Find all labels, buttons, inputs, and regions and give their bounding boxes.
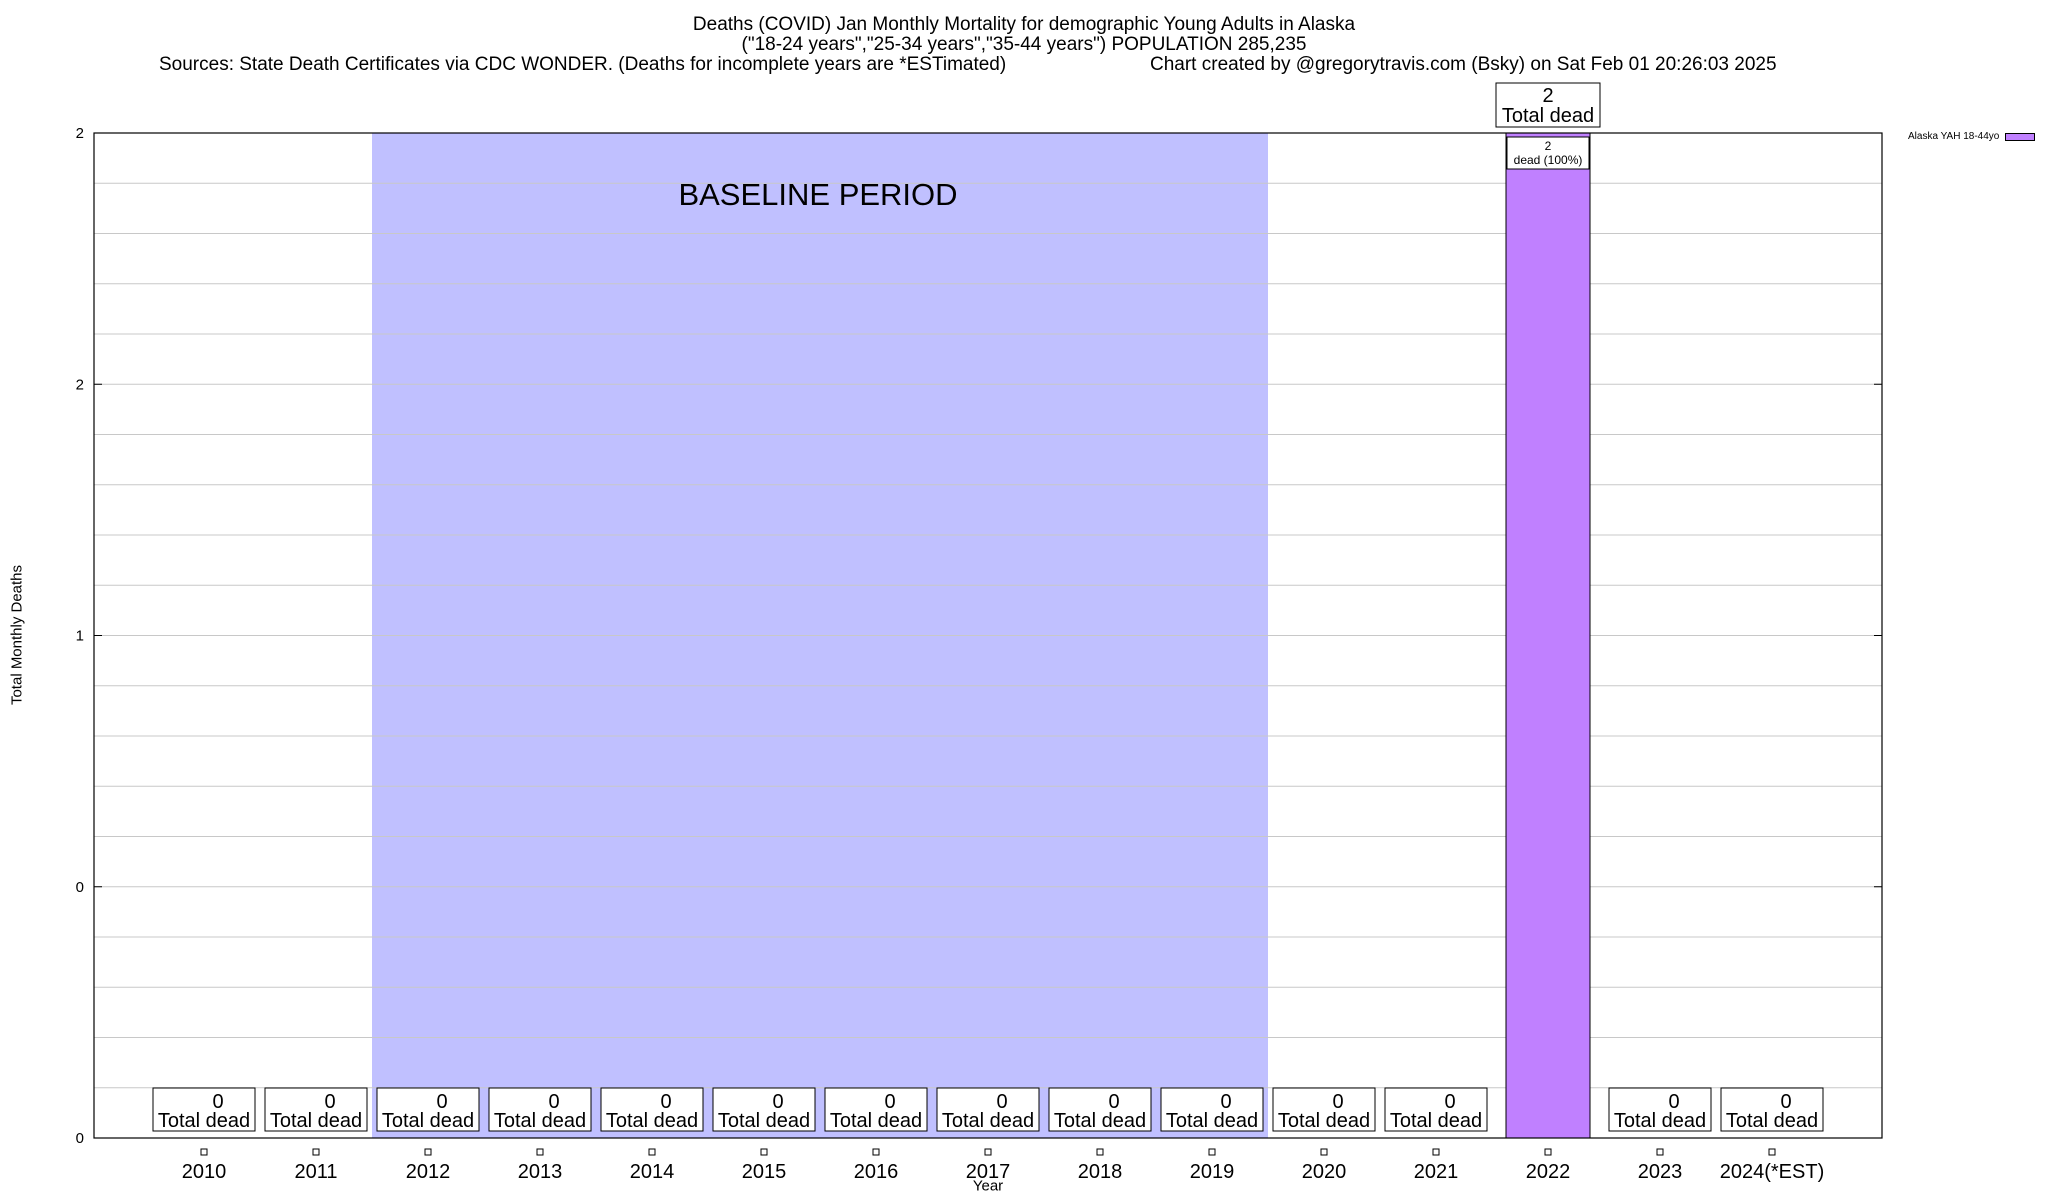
x-tick-label: 2021 <box>1414 1161 1459 1183</box>
total-label-text: Total dead <box>494 1110 586 1132</box>
y-tick-label: 0 <box>76 1130 84 1147</box>
total-label-text: Total dead <box>1502 105 1594 127</box>
x-tick-label: 2011 <box>294 1161 337 1183</box>
x-tick-label: 2022 <box>1526 1161 1571 1183</box>
y-tick-label: 2 <box>76 125 84 142</box>
total-label-value: 0 <box>884 1091 895 1113</box>
total-label-text: Total dead <box>1054 1110 1146 1132</box>
x-tick-label: 2023 <box>1638 1161 1683 1183</box>
x-tick-label: 2010 <box>182 1161 227 1183</box>
total-label-value: 0 <box>996 1091 1007 1113</box>
total-label-box <box>712 1087 816 1132</box>
x-tick-label: 2020 <box>1302 1161 1347 1183</box>
total-label-value: 0 <box>548 1091 559 1113</box>
x-tick-marker <box>1320 1148 1328 1156</box>
x-tick-marker <box>1768 1148 1776 1156</box>
legend-swatch <box>2005 132 2036 141</box>
x-tick-marker <box>872 1148 880 1156</box>
x-tick-label: 2018 <box>1078 1161 1123 1183</box>
total-label-box <box>824 1087 928 1132</box>
x-tick-marker <box>312 1148 320 1156</box>
total-label-value: 0 <box>772 1091 783 1113</box>
x-tick-marker <box>648 1148 656 1156</box>
total-label-box <box>1272 1087 1376 1132</box>
x-tick-label: 2024(*EST) <box>1720 1161 1825 1183</box>
x-tick-marker <box>984 1148 992 1156</box>
x-tick-marker <box>1096 1148 1104 1156</box>
x-tick-marker <box>760 1148 768 1156</box>
total-label-box <box>936 1087 1040 1132</box>
x-tick-label: 2019 <box>1190 1161 1235 1183</box>
total-label-value: 0 <box>1220 1091 1231 1113</box>
total-label-box <box>1384 1087 1488 1132</box>
total-label-box <box>1495 82 1601 128</box>
total-label-text: Total dead <box>382 1110 474 1132</box>
legend: Alaska YAH 18-44yo <box>1908 131 2036 142</box>
total-label-box <box>600 1087 704 1132</box>
x-tick-marker <box>424 1148 432 1156</box>
chart-sources: Sources: State Death Certificates via CD… <box>159 54 1007 75</box>
x-tick-label: 2016 <box>854 1161 899 1183</box>
total-label-box <box>1720 1087 1824 1132</box>
total-label-value: 0 <box>212 1091 223 1113</box>
x-tick-marker <box>200 1148 208 1156</box>
total-label-box <box>152 1087 256 1132</box>
chart-subtitle: ("18-24 years","25-34 years","35-44 year… <box>741 34 1307 55</box>
inbar-label-value: 2 <box>1545 139 1552 153</box>
total-label-value: 0 <box>324 1091 335 1113</box>
total-label-box <box>1160 1087 1264 1132</box>
total-label-box <box>376 1087 480 1132</box>
x-tick-label: 2017 <box>966 1161 1011 1183</box>
x-tick-marker <box>536 1148 544 1156</box>
total-label-text: Total dead <box>270 1110 362 1132</box>
total-label-value: 0 <box>1444 1091 1455 1113</box>
total-label-text: Total dead <box>830 1110 922 1132</box>
x-tick-label: 2012 <box>406 1161 451 1183</box>
total-label-value: 0 <box>1332 1091 1343 1113</box>
inbar-label-box <box>1506 136 1590 170</box>
total-label-text: Total dead <box>1726 1110 1818 1132</box>
total-label-text: Total dead <box>942 1110 1034 1132</box>
y-tick-label: 0 <box>76 879 84 896</box>
total-label-value: 0 <box>1668 1091 1679 1113</box>
total-label-value: 0 <box>436 1091 447 1113</box>
total-label-text: Total dead <box>1166 1110 1258 1132</box>
total-label-text: Total dead <box>606 1110 698 1132</box>
chart-credit: Chart created by @gregorytravis.com (Bsk… <box>1150 54 1777 75</box>
total-label-text: Total dead <box>1614 1110 1706 1132</box>
total-label-value: 0 <box>660 1091 671 1113</box>
x-tick-marker <box>1544 1148 1552 1156</box>
total-label-box <box>488 1087 592 1132</box>
x-tick-marker <box>1656 1148 1664 1156</box>
legend-label: Alaska YAH 18-44yo <box>1908 131 2000 142</box>
total-label-text: Total dead <box>718 1110 810 1132</box>
x-tick-label: 2015 <box>742 1161 787 1183</box>
total-label-box <box>1048 1087 1152 1132</box>
x-tick-label: 2014 <box>630 1161 675 1183</box>
total-label-text: Total dead <box>1390 1110 1482 1132</box>
plot-frame <box>93 132 1883 1139</box>
total-label-value: 0 <box>1780 1091 1791 1113</box>
y-tick-label: 2 <box>76 376 84 393</box>
total-label-value: 0 <box>1108 1091 1119 1113</box>
bar <box>1505 132 1591 1139</box>
total-label-text: Total dead <box>1278 1110 1370 1132</box>
x-tick-label: 2013 <box>518 1161 563 1183</box>
chart-title: Deaths (COVID) Jan Monthly Mortality for… <box>692 14 1356 35</box>
x-axis-label: Year <box>972 1177 1004 1195</box>
inbar-label-text: dead (100%) <box>1514 153 1583 167</box>
baseline-label: BASELINE PERIOD <box>678 177 957 212</box>
x-tick-marker <box>1432 1148 1440 1156</box>
total-label-text: Total dead <box>158 1110 250 1132</box>
x-tick-marker <box>1208 1148 1216 1156</box>
total-label-box <box>264 1087 368 1132</box>
total-label-box <box>1608 1087 1712 1132</box>
y-axis-label: Total Monthly Deaths <box>8 564 26 706</box>
y-tick-label: 1 <box>76 628 84 645</box>
total-label-value: 2 <box>1542 85 1553 107</box>
